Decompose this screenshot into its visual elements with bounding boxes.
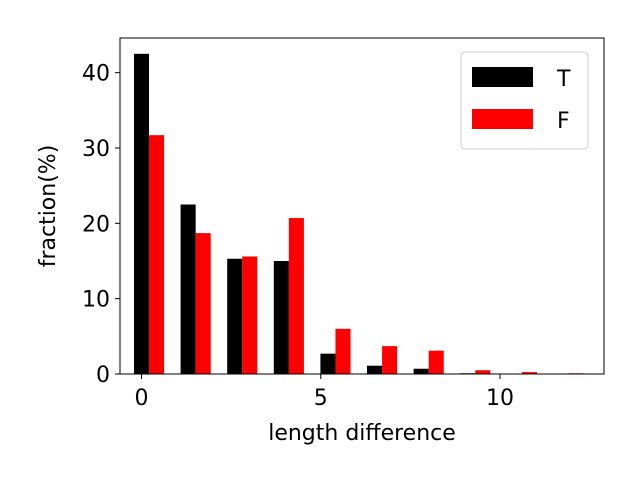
y-tick-label-3: 30 — [82, 137, 110, 162]
bar-F-2 — [242, 256, 258, 374]
y-axis-label: fraction(%) — [36, 145, 61, 268]
bar-T-3 — [273, 261, 289, 374]
bar-T-1 — [180, 204, 196, 374]
bar-T-4 — [320, 353, 336, 374]
x-tick-label-2: 10 — [486, 386, 514, 411]
legend-label-T: T — [556, 67, 571, 92]
bar-T-6 — [413, 368, 429, 374]
ticks-group: 0 5 10 0 10 20 30 40 — [82, 62, 514, 411]
plot-frame — [119, 37, 605, 375]
bar-F-6 — [428, 350, 444, 374]
y-tick-label-4: 40 — [82, 62, 110, 87]
bar-F-4 — [335, 328, 351, 374]
bar-F-7 — [475, 370, 491, 374]
bar-F-8 — [521, 372, 537, 374]
bar-T-0 — [133, 53, 150, 374]
bar-T-2 — [227, 258, 243, 374]
bar-F-5 — [382, 346, 398, 374]
legend-swatch-T — [472, 67, 533, 87]
legend-swatch-F — [472, 109, 533, 129]
x-tick-label-1: 5 — [314, 386, 328, 411]
bars-group — [133, 53, 584, 374]
legend-label-F: F — [557, 109, 570, 134]
bar-F-3 — [288, 218, 304, 374]
bar-F-1 — [195, 233, 211, 374]
x-tick-label-0: 0 — [135, 386, 149, 411]
y-tick-label-2: 20 — [82, 212, 110, 237]
bar-T-5 — [367, 365, 383, 374]
legend: TF — [460, 51, 589, 150]
bar-F-0 — [149, 135, 165, 374]
x-axis-label: length difference — [268, 421, 456, 446]
y-tick-label-1: 10 — [82, 288, 110, 313]
y-tick-label-0: 0 — [96, 363, 110, 388]
